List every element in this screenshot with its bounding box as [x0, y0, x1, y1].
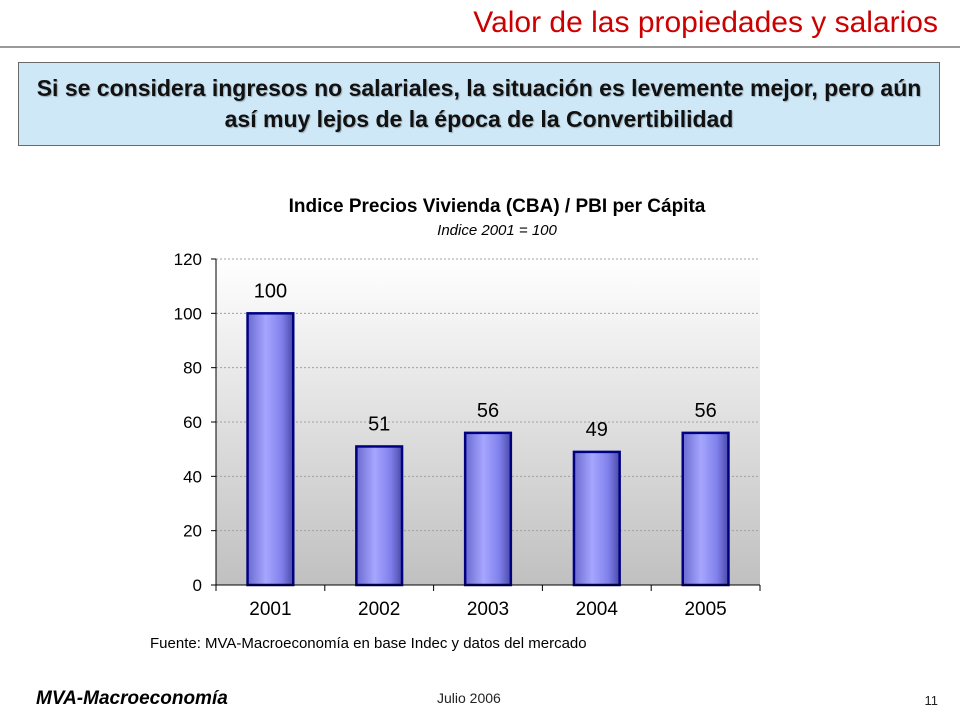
footer-brand: MVA-Macroeconomía: [36, 688, 228, 709]
data-label: 56: [694, 400, 716, 422]
bar-2001: [246, 312, 295, 587]
x-tick-label: 2003: [467, 599, 509, 620]
data-label: 49: [586, 419, 608, 441]
data-label: 56: [477, 400, 499, 422]
y-tick-label: 60: [183, 413, 202, 432]
title-divider: [0, 46, 960, 48]
data-label: 51: [368, 413, 390, 435]
y-tick-label: 80: [183, 359, 202, 378]
data-label: 100: [254, 280, 287, 302]
x-tick-label: 2005: [684, 599, 726, 620]
callout-box: Si se considera ingresos no salariales, …: [18, 62, 940, 146]
y-tick-label: 0: [193, 576, 202, 595]
y-tick-label: 20: [183, 522, 202, 541]
chart-source-note: Fuente: MVA-Macroeconomía en base Indec …: [150, 635, 587, 652]
chart-title: Indice Precios Vivienda (CBA) / PBI per …: [289, 196, 706, 217]
chart-subtitle: Indice 2001 = 100: [437, 222, 557, 239]
bar-2004: [572, 450, 621, 587]
y-tick-label: 100: [174, 304, 202, 323]
bar-2005: [681, 431, 730, 587]
x-tick-label: 2002: [358, 599, 400, 620]
y-tick-label: 120: [174, 250, 202, 269]
x-tick-label: 2004: [576, 599, 619, 620]
bar-2003: [463, 431, 513, 587]
bar-2002: [355, 445, 404, 587]
footer-date: Julio 2006: [437, 690, 501, 706]
slide-title: Valor de las propiedades y salarios: [473, 6, 938, 39]
y-tick-label: 40: [183, 467, 202, 486]
x-tick-label: 2001: [249, 599, 291, 620]
callout-text: Si se considera ingresos no salariales, …: [36, 75, 922, 132]
page-number: 11: [924, 693, 939, 708]
